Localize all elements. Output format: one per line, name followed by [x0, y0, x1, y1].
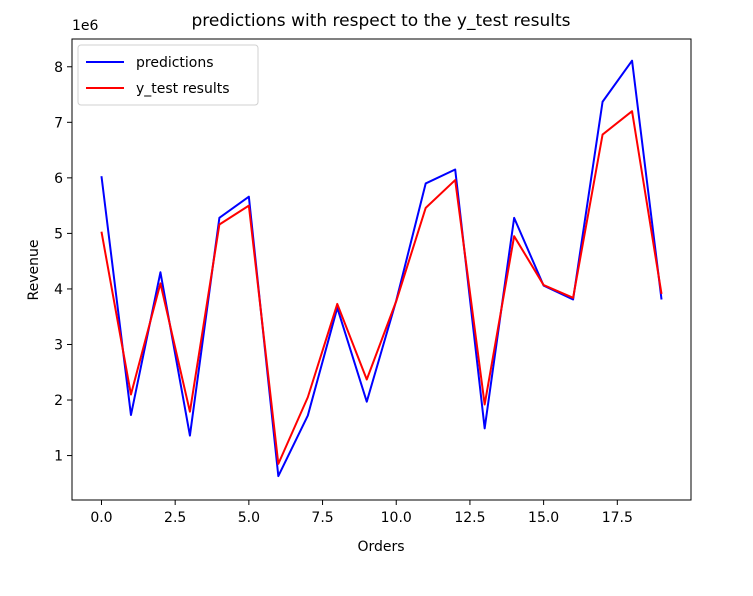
series-line-predictions — [100, 59, 663, 478]
y-tick-label: 7 — [54, 115, 63, 131]
x-tick-label: 12.5 — [454, 510, 485, 526]
series-lines — [100, 59, 663, 478]
y-tick-label: 4 — [54, 282, 63, 298]
y-offset-label: 1e6 — [72, 18, 99, 34]
plot-area-frame — [71, 38, 692, 501]
x-tick-label: 2.5 — [164, 510, 186, 526]
legend: predictions y_test results — [77, 44, 259, 106]
series-line-y-test-results — [100, 110, 663, 465]
y-tick-label: 3 — [54, 337, 63, 353]
y-tick-label: 6 — [54, 171, 63, 187]
x-tick-label: 0.0 — [90, 510, 112, 526]
y-tick-label: 8 — [54, 60, 63, 76]
legend-label: y_test results — [136, 81, 230, 97]
y-tick-label: 2 — [54, 393, 63, 409]
x-axis: 0.0 2.5 5.0 7.5 10.0 12.5 15.0 17.5 — [90, 500, 633, 526]
x-tick-label: 5.0 — [238, 510, 260, 526]
x-tick-label: 10.0 — [381, 510, 412, 526]
y-tick-label: 1 — [54, 449, 63, 465]
legend-label: predictions — [136, 55, 214, 71]
y-tick-label: 5 — [54, 226, 63, 242]
x-tick-label: 15.0 — [528, 510, 559, 526]
x-tick-label: 7.5 — [311, 510, 333, 526]
x-axis-label: Orders — [357, 539, 404, 555]
x-tick-label: 17.5 — [602, 510, 633, 526]
legend-frame — [77, 44, 259, 106]
chart-title: predictions with respect to the y_test r… — [192, 11, 571, 31]
y-axis-label: Revenue — [26, 240, 42, 301]
y-axis: 1 2 3 4 5 6 7 8 — [54, 60, 72, 465]
